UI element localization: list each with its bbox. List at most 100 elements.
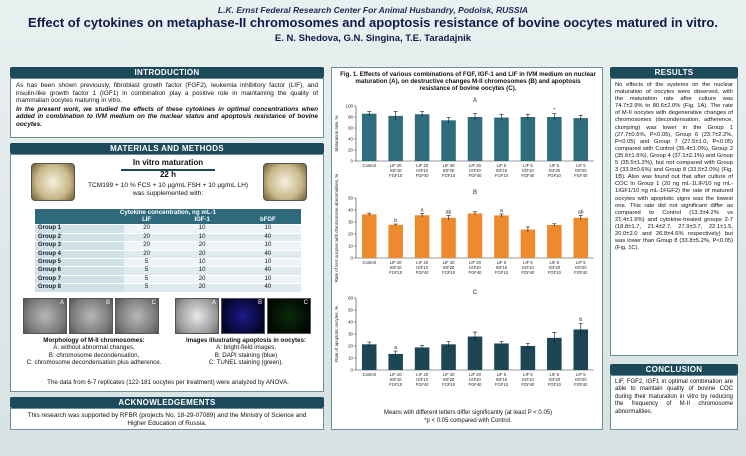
bar-b-1: [388, 224, 403, 258]
authors-line: E. N. Shedova, G.N. Singina, T.E. Tarada…: [274, 33, 472, 44]
introduction-heading: INTRODUCTION: [10, 67, 324, 78]
significance-label: ab: [578, 209, 584, 215]
concentration-cell: 10: [169, 258, 235, 268]
bar-c-4: [467, 336, 483, 370]
bar-c-7: [547, 337, 562, 370]
x-tick-label: FGF40: [521, 270, 535, 275]
x-tick-label: IGF10: [496, 168, 508, 173]
x-tick-label: IGF20: [575, 168, 587, 173]
results-text: No effects of the systems on the nuclear…: [615, 82, 733, 252]
bar-c-2: [414, 347, 430, 370]
x-tick-label: IGF20: [469, 265, 481, 270]
table-header-row: LIF IGF-1 bFGF: [35, 217, 301, 226]
x-tick-label: FGF40: [521, 382, 535, 387]
concentration-cell: 20: [169, 283, 235, 293]
concentration-cell: 40: [234, 266, 301, 276]
x-tick-label: IGF10: [522, 168, 534, 173]
apoptosis-photo-c: C: [267, 298, 311, 334]
table-header-cell: bFGF: [234, 217, 301, 226]
x-tick-label: LIF 20: [469, 163, 482, 168]
x-tick-label: LIF 5: [576, 260, 586, 265]
photo-letter: A: [211, 300, 216, 306]
y-tick-label: 20: [348, 148, 353, 153]
methods-panel: In vitro maturation 22 h TCM199 + 10 % F…: [10, 154, 324, 392]
table-row: Group 2 20 10 40: [35, 233, 301, 243]
bar-b-6: [520, 229, 536, 258]
photo-letter: B: [105, 300, 110, 306]
concentration-cell: 20: [169, 250, 235, 260]
institute-line: L.K. Ernst Federal Research Center For A…: [217, 5, 529, 15]
panel-letter: B: [473, 190, 477, 196]
conclusion-heading: CONCLUSION: [610, 364, 738, 375]
morphology-legend: Morphology of M-II chromosomes: A: witho…: [19, 337, 169, 367]
x-tick-label: FGF10: [389, 270, 403, 275]
bar-b-7: [547, 225, 562, 258]
acknowledgements-text: This research was supported by RFBR (pro…: [27, 412, 307, 427]
bar-a-7: [547, 117, 562, 161]
x-tick-label: LIF 5: [576, 163, 586, 168]
x-tick-label: IGF20: [469, 168, 481, 173]
x-tick-label: IGF10: [416, 377, 428, 382]
significance-label: a: [421, 207, 424, 213]
table-row: Group 8 5 20 40: [35, 283, 301, 293]
acknowledgements-heading: ACKNOWLEDGEMENTS: [10, 397, 324, 408]
concentration-cell: 10: [234, 275, 301, 285]
x-tick-label: LIF 5: [550, 163, 560, 168]
table-header-cell: LIF: [123, 217, 170, 226]
x-tick-label: LIF 20: [416, 163, 429, 168]
bar-a-2: [414, 114, 430, 161]
x-tick-label: IGF10: [390, 377, 402, 382]
x-tick-label: IGF10: [416, 265, 428, 270]
x-tick-label: IGF10: [522, 377, 534, 382]
x-tick-label: IGF20: [443, 377, 455, 382]
chromosome-photo-c: C: [115, 298, 159, 334]
group-name-cell: Group 3: [35, 241, 124, 251]
morphology-a: A: without abnormal changes,: [53, 344, 135, 352]
bar-b-5: [494, 215, 509, 258]
bar-c-6: [520, 346, 536, 370]
cytokine-table-title: Cytokine concentration, ng mL-1: [35, 209, 301, 217]
concentration-cell: 20: [169, 241, 235, 251]
chromosome-photo-b: B: [69, 298, 113, 334]
table-row: Group 4 20 20 40: [35, 250, 301, 260]
concentration-cell: 10: [234, 224, 301, 234]
x-tick-label: FGF10: [548, 382, 562, 387]
significance-label: ab: [446, 210, 452, 216]
x-tick-label: FGF40: [468, 382, 482, 387]
methods-subtitle: In vitro maturation: [132, 158, 204, 167]
x-tick-label: IGF20: [549, 168, 561, 173]
significance-label: *: [553, 108, 555, 114]
cytokine-table-wrap: Cytokine concentration, ng mL-1 LIF IGF-1…: [35, 209, 301, 293]
x-tick-label: LIF 5: [523, 260, 533, 265]
apoptosis-a: A: bright-field images,: [216, 344, 276, 352]
x-tick-label: LIF 20: [469, 260, 482, 265]
group-name-cell: Group 8: [35, 283, 124, 293]
x-tick-label: FGF10: [389, 173, 403, 178]
concentration-cell: 10: [234, 258, 301, 268]
introduction-paragraph-1: As has been shown previously, fibroblast…: [16, 82, 318, 105]
figure-caption: Fig. 1. Effects of various combinations …: [340, 71, 596, 93]
bar-c-5: [494, 343, 509, 370]
photo-letter: A: [59, 300, 64, 306]
figure-panel: Fig. 1. Effects of various combinations …: [331, 67, 603, 430]
x-tick-label: FGF40: [574, 173, 588, 178]
y-tick-label: 20: [348, 232, 353, 237]
cytokine-table: LIF IGF-1 bFGF Group 1 20 10 10 Group 2 20 10 40 Gr…: [35, 217, 301, 293]
x-tick-label: FGF40: [574, 382, 588, 387]
x-tick-label: FGF40: [416, 382, 430, 387]
table-header-cell: [35, 217, 124, 226]
x-tick-label: IGF10: [390, 265, 402, 270]
introduction-paragraph-2: In the present work, we studied the effe…: [16, 105, 318, 128]
table-row: Group 6 5 10 40: [35, 266, 301, 276]
group-name-cell: Group 5: [35, 258, 124, 268]
table-header-cell: IGF-1: [169, 217, 235, 226]
concentration-cell: 20: [123, 241, 170, 251]
x-tick-label: FGF40: [521, 173, 535, 178]
conclusion-text: LIF, FGF2, IGF1 in optimal combination a…: [615, 379, 733, 415]
y-tick-label: 0: [351, 368, 354, 373]
bar-a-8: [573, 118, 589, 161]
x-tick-label: LIF 5: [497, 372, 507, 377]
concentration-cell: 20: [123, 224, 170, 234]
morphology-title: Morphology of M-II chromosomes:: [43, 337, 145, 344]
